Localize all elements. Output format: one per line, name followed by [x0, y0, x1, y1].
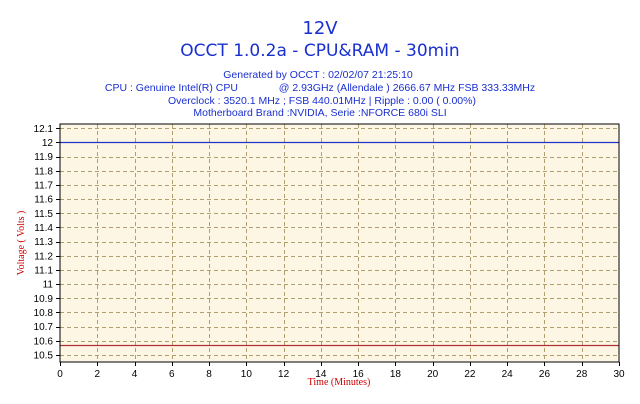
- y-tick-label: 10.8: [34, 308, 54, 319]
- y-tick-label: 11.4: [34, 223, 53, 234]
- y-tick-label: 12.1: [34, 124, 54, 135]
- x-tick-label: 8: [206, 369, 212, 380]
- y-tick-label: 10.6: [34, 336, 54, 347]
- x-tick-label: 22: [464, 369, 476, 380]
- y-tick-label: 11.8: [34, 166, 53, 177]
- axis-ticks: 0 2 4 6 8 10 12 14 16 18 20 22 24 26 28 3010.510.610.71…: [34, 124, 625, 380]
- info-line-overclock: Overclock : 3520.1 MHz ; FSB 440.01MHz |…: [168, 95, 476, 107]
- x-tick-label: 12: [278, 369, 290, 380]
- y-tick-label: 11.5: [34, 209, 53, 220]
- x-tick-label: 28: [576, 369, 588, 380]
- y-tick-label: 10.9: [34, 294, 54, 305]
- y-tick-label: 10.7: [34, 322, 54, 333]
- chart-subtitle: OCCT 1.0.2a - CPU&RAM - 30min: [180, 41, 459, 61]
- x-tick-label: 30: [613, 369, 625, 380]
- x-tick-label: 2: [94, 369, 100, 380]
- y-tick-label: 11: [43, 280, 54, 291]
- x-tick-label: 0: [57, 369, 63, 380]
- x-tick-label: 4: [132, 369, 138, 380]
- y-tick-label: 11.7: [34, 180, 53, 191]
- info-line-generated: Generated by OCCT : 02/02/07 21:25:10: [223, 69, 413, 81]
- y-tick-label: 12: [42, 138, 54, 149]
- info-line-cpu: CPU : Genuine Intel(R) CPU @ 2.93GHz (Al…: [105, 82, 535, 94]
- x-axis-label: Time (Minutes): [308, 377, 371, 388]
- x-tick-label: 10: [241, 369, 253, 380]
- plot-area: [60, 124, 619, 362]
- chart-title: 12V: [302, 18, 338, 39]
- x-tick-label: 20: [427, 369, 439, 380]
- y-tick-label: 11.2: [34, 251, 53, 262]
- info-line-motherboard: Motherboard Brand :NVIDIA, Serie :NFORCE…: [193, 107, 446, 119]
- y-tick-label: 11.3: [34, 237, 53, 248]
- x-tick-label: 26: [539, 369, 551, 380]
- x-tick-label: 18: [390, 369, 402, 380]
- x-tick-label: 16: [353, 369, 365, 380]
- y-tick-label: 10.5: [34, 350, 54, 361]
- y-tick-label: 11.6: [34, 195, 53, 206]
- x-tick-label: 24: [502, 369, 514, 380]
- y-tick-label: 11.1: [34, 265, 53, 276]
- x-tick-label: 14: [315, 369, 327, 380]
- grid-lines: [60, 124, 619, 362]
- series-group: [60, 141, 619, 347]
- y-tick-label: 11.9: [34, 152, 53, 163]
- y-axis-label: Voltage ( Volts ): [16, 211, 27, 276]
- x-tick-label: 6: [169, 369, 175, 380]
